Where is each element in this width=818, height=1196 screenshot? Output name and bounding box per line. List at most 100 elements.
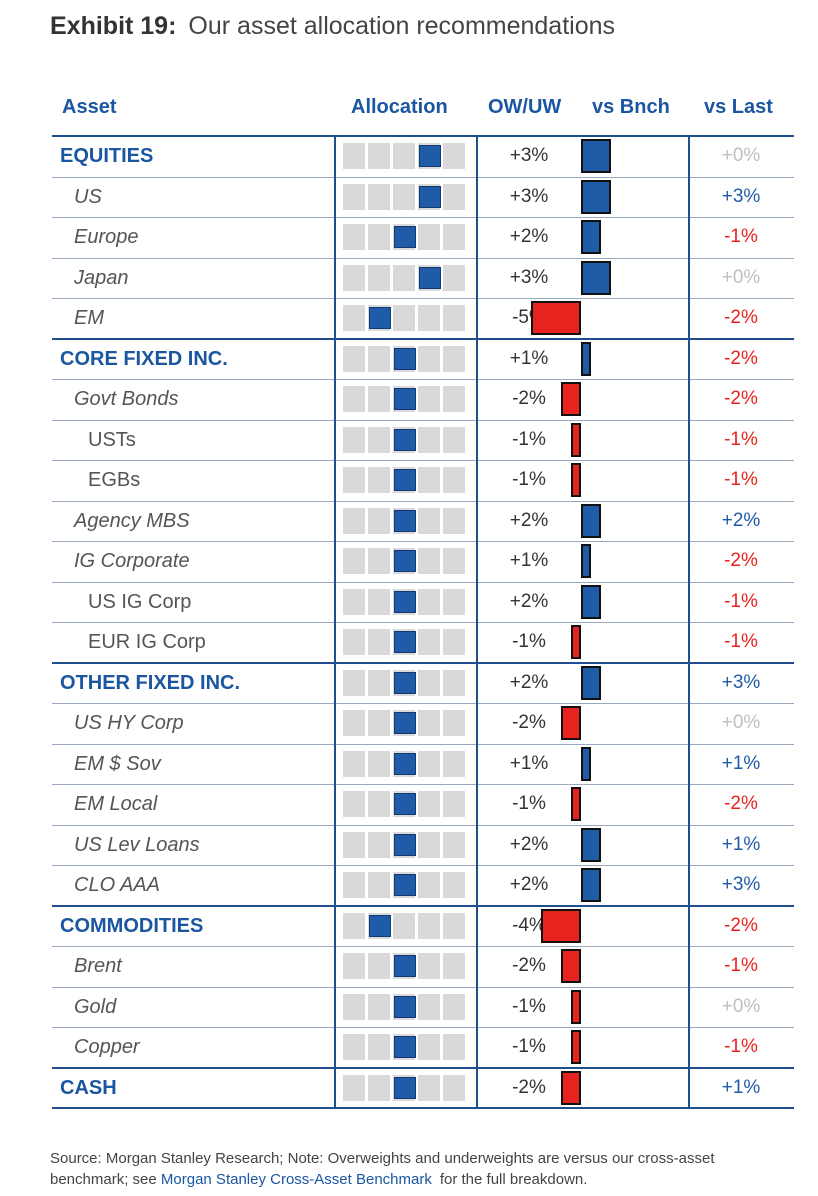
table-row: Govt Bonds -2% -2%	[52, 379, 794, 419]
vs-last-value: -1%	[724, 631, 758, 652]
allocation-cell	[368, 386, 390, 412]
allocation-cell	[418, 589, 440, 615]
allocation-cell	[343, 913, 365, 939]
table-row: EQUITIES +3% +0%	[52, 136, 794, 176]
allocation-marker	[394, 348, 416, 370]
allocation-cell	[443, 224, 465, 250]
vs-bench-bar	[561, 1071, 581, 1105]
allocation-marker	[394, 996, 416, 1018]
allocation-marker	[394, 1077, 416, 1099]
vs-last-value: -2%	[724, 388, 758, 409]
allocation-cell	[368, 224, 390, 250]
vs-bench-bar	[571, 423, 581, 457]
allocation-cell	[443, 143, 465, 169]
allocation-cell	[343, 1034, 365, 1060]
vs-bench-bar	[581, 261, 611, 295]
allocation-cell	[418, 710, 440, 736]
vs-bench-bar	[581, 342, 591, 376]
allocation-cell	[393, 305, 415, 331]
allocation-marker	[394, 874, 416, 896]
allocation-cell	[343, 1075, 365, 1101]
allocation-cell	[343, 710, 365, 736]
allocation-cell	[343, 224, 365, 250]
owuw-value: +1%	[509, 348, 549, 369]
allocation-marker	[394, 672, 416, 694]
allocation-cell	[368, 143, 390, 169]
vs-bench-bar	[581, 139, 611, 173]
vs-last-value: -1%	[724, 1036, 758, 1057]
asset-label: US IG Corp	[88, 591, 192, 613]
owuw-value: -4%	[512, 915, 546, 936]
owuw-value: -1%	[512, 631, 546, 652]
owuw-value: +2%	[509, 672, 549, 693]
benchmark-link[interactable]: Morgan Stanley Cross-Asset Benchmark	[160, 1171, 432, 1188]
vs-bench-bar	[561, 706, 581, 740]
allocation-marker	[419, 186, 441, 208]
owuw-value: -1%	[512, 469, 546, 490]
asset-label: Gold	[74, 996, 117, 1018]
asset-label: Copper	[74, 1036, 140, 1058]
allocation-cell	[368, 670, 390, 696]
allocation-cell	[418, 386, 440, 412]
allocation-cell	[343, 629, 365, 655]
allocation-marker	[369, 915, 391, 937]
vs-bench-bar	[581, 180, 611, 214]
vs-last-value: -1%	[724, 429, 758, 450]
row-divider	[52, 541, 794, 542]
owuw-value: +2%	[509, 510, 549, 531]
allocation-cell	[343, 305, 365, 331]
owuw-value: -2%	[512, 955, 546, 976]
allocation-cell	[368, 953, 390, 979]
row-divider	[52, 946, 794, 947]
allocation-cell	[443, 265, 465, 291]
allocation-cell	[343, 994, 365, 1020]
row-divider	[52, 825, 794, 826]
allocation-cell	[343, 143, 365, 169]
owuw-value: -2%	[512, 712, 546, 733]
owuw-value: -1%	[512, 1036, 546, 1057]
allocation-cell	[418, 994, 440, 1020]
vs-bench-bar	[571, 990, 581, 1024]
table-row: Japan +3% +0%	[52, 258, 794, 298]
source-note-tail: for the full breakdown.	[439, 1171, 588, 1188]
vs-last-value: +2%	[721, 510, 761, 531]
row-divider	[52, 1027, 794, 1028]
source-note: Source: Morgan Stanley Research; Note: O…	[50, 1148, 790, 1190]
header-owuw: OW/UW	[488, 96, 562, 118]
allocation-cell	[443, 508, 465, 534]
vs-last-value: +3%	[721, 186, 761, 207]
allocation-cell	[393, 184, 415, 210]
allocation-cell	[418, 791, 440, 817]
table-row: US IG Corp +2% -1%	[52, 582, 794, 622]
allocation-cell	[368, 710, 390, 736]
owuw-value: +2%	[509, 591, 549, 612]
vs-last-value: -1%	[724, 955, 758, 976]
asset-label: Europe	[74, 226, 139, 248]
table-row: OTHER FIXED INC. +2% +3%	[52, 663, 794, 703]
vs-bench-bar	[581, 220, 601, 254]
row-divider	[52, 582, 794, 583]
owuw-value: +2%	[509, 874, 549, 895]
table-row: US Lev Loans +2% +1%	[52, 825, 794, 865]
column-divider	[476, 136, 478, 1108]
row-divider	[52, 662, 794, 664]
allocation-cell	[368, 751, 390, 777]
allocation-cell	[368, 548, 390, 574]
allocation-cell	[443, 305, 465, 331]
vs-bench-bar	[571, 787, 581, 821]
asset-label: Brent	[74, 955, 122, 977]
row-divider	[52, 298, 794, 299]
allocation-cell	[418, 913, 440, 939]
allocation-cell	[443, 346, 465, 372]
allocation-cell	[343, 670, 365, 696]
owuw-value: -1%	[512, 793, 546, 814]
allocation-cell	[418, 305, 440, 331]
vs-last-value: +3%	[721, 874, 761, 895]
allocation-cell	[443, 427, 465, 453]
owuw-value: +2%	[509, 226, 549, 247]
allocation-cell	[368, 1075, 390, 1101]
vs-bench-bar	[571, 625, 581, 659]
table-row: Gold -1% +0%	[52, 987, 794, 1027]
vs-last-value: -2%	[724, 550, 758, 571]
